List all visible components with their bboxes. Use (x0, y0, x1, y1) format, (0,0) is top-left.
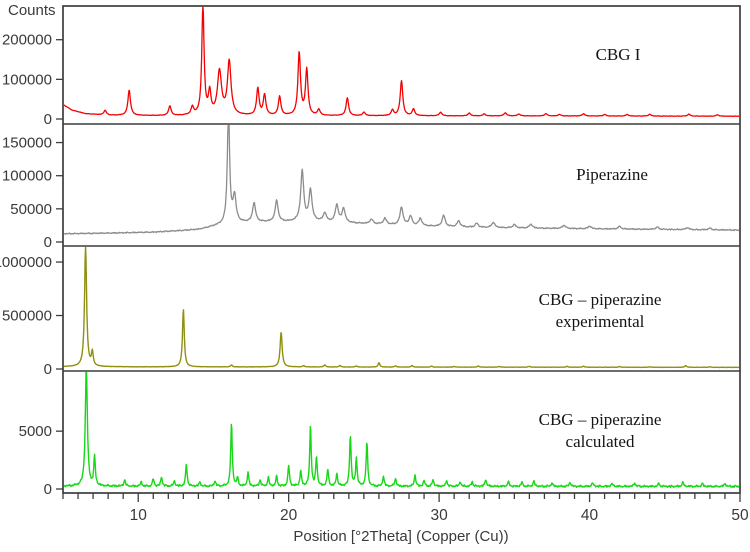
panel-label-text: CBG – piperazine (538, 290, 662, 309)
y-axis-ticks-cbg-i: 0 100000 200000 (2, 32, 63, 128)
trace-cbg-piperazine-calculated (64, 371, 739, 489)
panel-label-text: Piperazine (576, 165, 648, 184)
y-axis-ticks-piperazine: 0 50000 100000 150000 (2, 135, 63, 251)
panel-label-piperazine: Piperazine (576, 164, 648, 186)
y-tick-label: 1000000 (0, 254, 52, 271)
panel-label-cbg-piperazine-experimental: CBG – piperazine experimental (539, 289, 662, 333)
x-axis-title: Position [°2Theta] (Copper (Cu)) (293, 528, 509, 545)
y-axis-title: Counts (8, 2, 56, 19)
trace-piperazine (64, 124, 739, 235)
x-tick-label: 40 (581, 507, 599, 524)
y-tick-label: 100000 (2, 71, 52, 88)
x-tick-label: 30 (430, 507, 448, 524)
panel-label-text: calculated (565, 432, 635, 451)
panel-label-cbg-i: CBG I (596, 44, 641, 66)
y-tick-label: 0 (44, 111, 52, 128)
x-tick-label: 50 (731, 507, 749, 524)
panel-label-cbg-piperazine-calculated: CBG – piperazine calculated (539, 409, 662, 453)
trace-cbg-piperazine-experimental (64, 246, 739, 369)
y-tick-label: 200000 (2, 32, 52, 49)
y-tick-label: 50000 (10, 201, 52, 218)
y-tick-label: 0 (44, 361, 52, 378)
x-tick-label: 10 (130, 507, 148, 524)
y-tick-label: 5000 (19, 423, 52, 440)
x-axis-ticks: 10 20 30 40 50 (62, 493, 749, 524)
panel-label-text: CBG I (595, 45, 641, 64)
y-tick-label: 100000 (2, 168, 52, 185)
y-tick-label: 0 (44, 481, 52, 498)
panel-label-text: CBG – piperazine (538, 410, 662, 429)
plot-frame (62, 5, 741, 494)
y-tick-label: 0 (44, 234, 52, 251)
y-axis-ticks-cbg-piperazine-experimental: 0 500000 1000000 (0, 254, 63, 378)
y-axis-ticks-cbg-piperazine-calculated: 0 5000 (19, 423, 63, 498)
x-tick-label: 20 (280, 507, 298, 524)
trace-cbg-i (64, 6, 739, 118)
y-tick-label: 500000 (2, 308, 52, 325)
y-tick-label: 150000 (2, 135, 52, 152)
panel-label-text: experimental (555, 312, 645, 331)
